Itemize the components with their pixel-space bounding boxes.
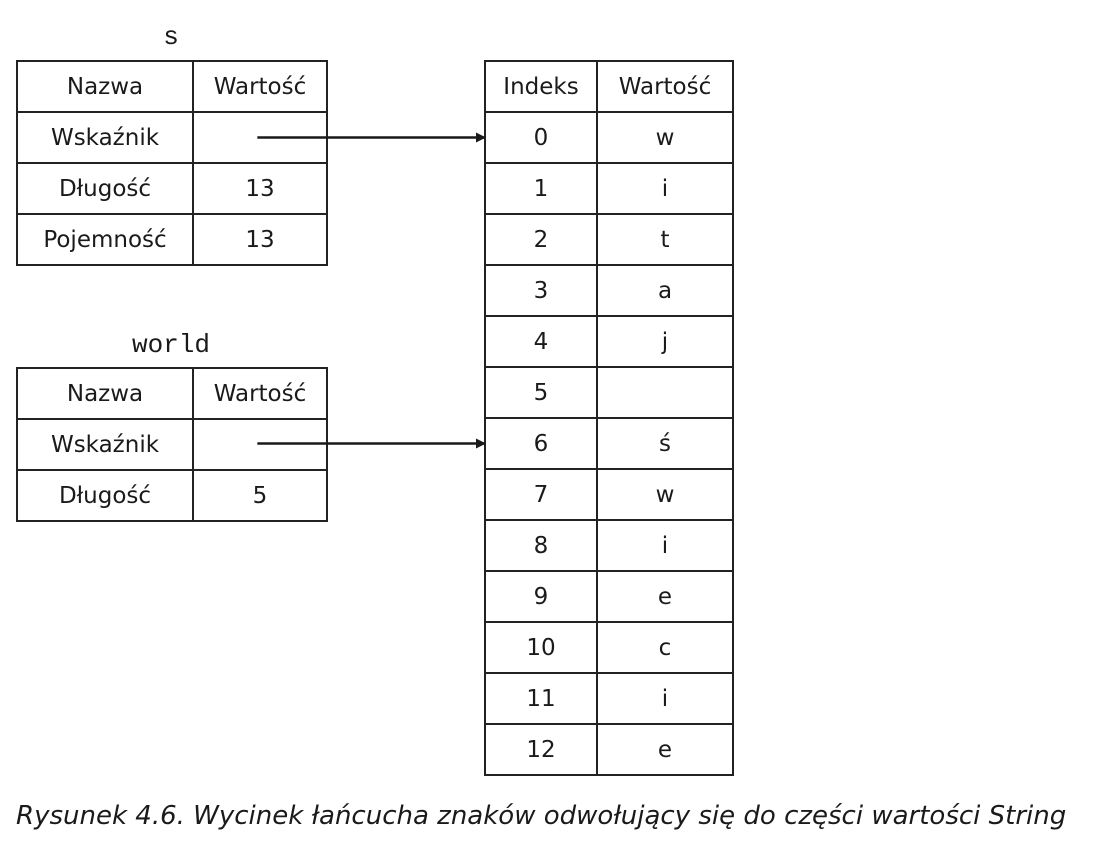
array-row-12: 12 e	[484, 723, 734, 776]
struct-table-world: Nazwa Wartość Wskaźnik Długość 5	[16, 367, 328, 522]
array-rows: 0 w 1 i 2 t 3 a 4 j 5 6 ś 7 w 8 i 9 e 10 c 11 i 12 e	[484, 111, 734, 776]
field-name: Wskaźnik	[16, 418, 194, 471]
figure-caption: Rysunek 4.6. Wycinek łańcucha znaków odw…	[16, 801, 1067, 831]
struct-table-s: Nazwa Wartość Wskaźnik Długość 13 Pojemn…	[16, 60, 328, 266]
heap-array-table: Indeks Wartość 0 w 1 i 2 t 3 a 4 j 5 6 ś 7 w 8 i 9 e 10 c 11 i…	[484, 60, 734, 776]
header-value: Wartość	[596, 60, 734, 113]
pointer-cell-s	[192, 111, 328, 164]
array-index: 2	[484, 213, 598, 266]
array-value: c	[596, 621, 734, 674]
field-name: Długość	[16, 469, 194, 522]
field-value: 5	[192, 469, 328, 522]
struct-label-s: s	[163, 22, 179, 52]
array-value: e	[596, 570, 734, 623]
table-header-row: Nazwa Wartość	[16, 60, 328, 113]
array-index: 0	[484, 111, 598, 164]
array-value: i	[596, 519, 734, 572]
array-index: 3	[484, 264, 598, 317]
field-name: Wskaźnik	[16, 111, 194, 164]
table-header-row: Nazwa Wartość	[16, 367, 328, 420]
table-row: Długość 13	[16, 162, 328, 215]
header-name: Nazwa	[16, 60, 194, 113]
array-value: t	[596, 213, 734, 266]
table-row: Wskaźnik	[16, 418, 328, 471]
field-name: Pojemność	[16, 213, 194, 266]
array-value: ś	[596, 417, 734, 470]
array-index: 6	[484, 417, 598, 470]
table-header-row: Indeks Wartość	[484, 60, 734, 113]
table-row: Pojemność 13	[16, 213, 328, 266]
array-value: a	[596, 264, 734, 317]
array-value: i	[596, 672, 734, 725]
array-value: j	[596, 315, 734, 368]
header-index: Indeks	[484, 60, 598, 113]
array-value: e	[596, 723, 734, 776]
array-value	[596, 366, 734, 419]
array-row-11: 11 i	[484, 672, 734, 725]
field-name: Długość	[16, 162, 194, 215]
array-value: i	[596, 162, 734, 215]
array-value: w	[596, 111, 734, 164]
array-value: w	[596, 468, 734, 521]
field-value: 13	[192, 162, 328, 215]
array-index: 9	[484, 570, 598, 623]
field-value: 13	[192, 213, 328, 266]
pointer-cell-world	[192, 418, 328, 471]
array-row-5: 5	[484, 366, 734, 419]
array-index: 1	[484, 162, 598, 215]
array-index: 8	[484, 519, 598, 572]
struct-label-world: world	[131, 330, 210, 360]
array-index: 12	[484, 723, 598, 776]
table-row: Długość 5	[16, 469, 328, 522]
array-index: 10	[484, 621, 598, 674]
header-value: Wartość	[192, 60, 328, 113]
header-value: Wartość	[192, 367, 328, 420]
array-index: 7	[484, 468, 598, 521]
header-name: Nazwa	[16, 367, 194, 420]
array-row-10: 10 c	[484, 621, 734, 674]
array-index: 11	[484, 672, 598, 725]
table-row: Wskaźnik	[16, 111, 328, 164]
array-index: 4	[484, 315, 598, 368]
array-index: 5	[484, 366, 598, 419]
